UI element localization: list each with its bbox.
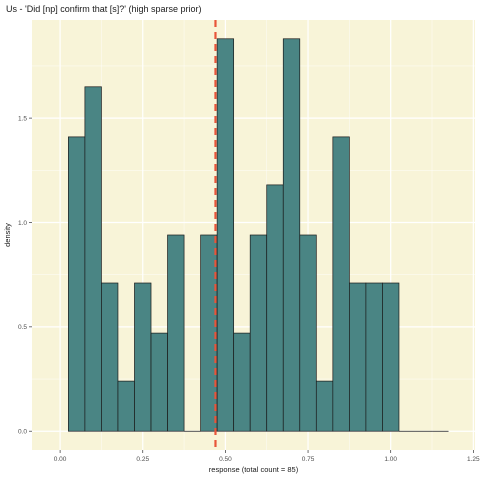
chart-title: Us - 'Did [np] confirm that [s]?' (high …: [6, 4, 202, 14]
x-tick-label: 1.00: [384, 456, 397, 463]
histogram-bar: [349, 282, 367, 432]
y-tick-label: 0.5: [18, 324, 27, 331]
histogram-bar: [282, 38, 301, 432]
histogram-bar: [134, 282, 152, 432]
histogram-bar: [249, 234, 268, 432]
y-tick-label: 1.0: [18, 220, 27, 227]
histogram-bar: [233, 332, 251, 432]
histogram-bar: [101, 282, 119, 432]
histogram-bar: [332, 136, 350, 432]
x-axis-title: response (total count = 85): [209, 465, 299, 474]
y-axis-title: density: [3, 223, 12, 247]
x-axis-ticks: 0.00 0.25 0.50 0.75 1.00 1.25: [54, 450, 480, 463]
x-tick-label: 1.25: [467, 456, 480, 463]
histogram-bar: [315, 380, 334, 432]
x-tick-label: 0.50: [219, 456, 232, 463]
histogram-bar: [382, 282, 400, 432]
y-tick-label: 1.5: [18, 115, 27, 122]
histogram-bar: [68, 136, 86, 432]
histogram-bars: [68, 38, 449, 432]
x-tick-label: 0.25: [136, 456, 149, 463]
histogram-bar: [266, 184, 284, 432]
y-axis-ticks: 0.0 0.5 1.0 1.5: [18, 115, 32, 436]
x-tick-label: 0.00: [54, 456, 67, 463]
histogram-bar: [167, 234, 185, 432]
histogram-bar: [216, 38, 235, 432]
histogram-bar: [117, 380, 135, 432]
histogram-bar: [150, 332, 168, 432]
histogram-bar: [299, 234, 317, 432]
x-tick-label: 0.75: [302, 456, 315, 463]
histogram-bar: [84, 86, 102, 432]
y-tick-label: 0.0: [18, 429, 27, 436]
histogram-bar: [365, 282, 383, 432]
